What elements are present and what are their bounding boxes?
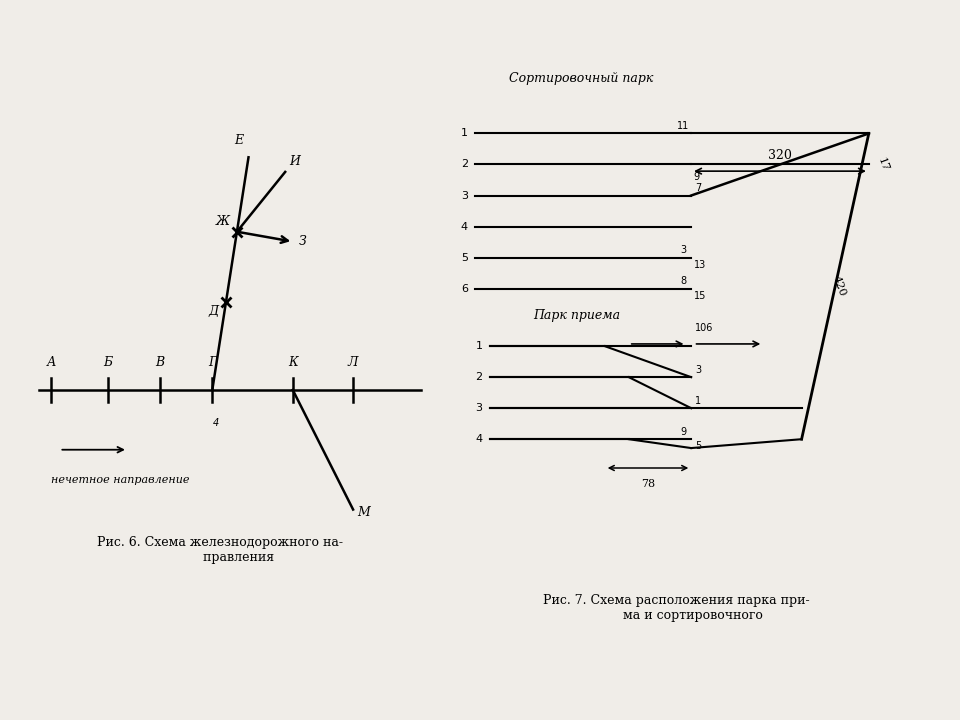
Text: 1: 1	[461, 128, 468, 138]
Text: 78: 78	[641, 479, 655, 489]
Text: Д: Д	[209, 305, 219, 318]
Text: 11: 11	[677, 121, 688, 131]
Text: 106: 106	[695, 323, 713, 333]
Text: Г: Г	[208, 356, 216, 369]
Text: 4: 4	[475, 434, 482, 444]
Text: Рис. 6. Схема железнодорожного на-
         правления: Рис. 6. Схема железнодорожного на- правл…	[97, 536, 344, 564]
Text: Парк приема: Парк приема	[533, 309, 620, 322]
Text: Рис. 7. Схема расположения парка при-
        ма и сортировочного: Рис. 7. Схема расположения парка при- ма…	[543, 594, 810, 622]
Text: Сортировочный парк: Сортировочный парк	[509, 72, 653, 85]
Text: 3: 3	[695, 365, 701, 375]
Text: 1: 1	[475, 341, 482, 351]
Text: 15: 15	[693, 291, 706, 301]
Text: Е: Е	[234, 134, 243, 147]
Text: И: И	[289, 156, 300, 168]
Text: 7: 7	[695, 184, 702, 193]
Text: 13: 13	[693, 260, 706, 270]
Text: 8: 8	[681, 276, 686, 287]
Text: 17: 17	[876, 156, 890, 173]
Text: З: З	[300, 235, 307, 248]
Text: 9: 9	[693, 173, 700, 182]
Text: 1: 1	[695, 396, 701, 406]
Text: К: К	[288, 356, 298, 369]
Text: 420: 420	[830, 274, 847, 298]
Text: 2: 2	[461, 160, 468, 169]
Text: М: М	[357, 506, 370, 519]
Text: 320: 320	[768, 149, 792, 162]
Text: 3: 3	[475, 403, 482, 413]
Text: 3: 3	[461, 191, 468, 200]
Text: В: В	[156, 356, 164, 369]
Text: Б: Б	[103, 356, 112, 369]
Text: 4: 4	[213, 418, 220, 428]
Text: 2: 2	[475, 372, 482, 382]
Text: 5: 5	[695, 441, 702, 451]
Text: 3: 3	[681, 246, 686, 256]
Text: Ж: Ж	[216, 215, 229, 228]
Text: 5: 5	[461, 253, 468, 263]
Text: 4: 4	[461, 222, 468, 232]
Text: А: А	[47, 356, 56, 369]
Text: нечетное направление: нечетное направление	[52, 475, 190, 485]
Text: 9: 9	[681, 427, 686, 437]
Text: Л: Л	[348, 356, 358, 369]
Text: 6: 6	[461, 284, 468, 294]
